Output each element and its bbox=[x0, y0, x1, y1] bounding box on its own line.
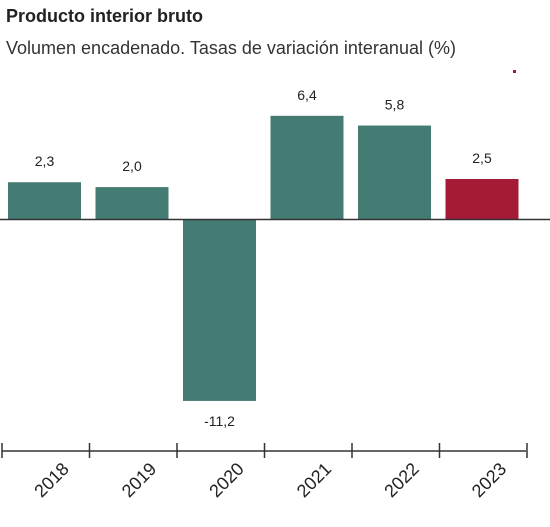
x-tick-label-2020: 2020 bbox=[205, 459, 247, 501]
value-label-2020: -11,2 bbox=[204, 413, 235, 429]
decorative-marker bbox=[513, 70, 516, 73]
x-tick-label-2018: 2018 bbox=[30, 459, 72, 501]
value-label-2022: 5,8 bbox=[385, 97, 405, 113]
chart-subtitle: Volumen encadenado. Tasas de variación i… bbox=[6, 38, 456, 58]
value-label-2019: 2,0 bbox=[122, 158, 142, 174]
x-tick-label-2019: 2019 bbox=[118, 459, 160, 501]
value-label-2023: 2,5 bbox=[472, 150, 492, 166]
value-label-2018: 2,3 bbox=[35, 153, 55, 169]
bar-2022 bbox=[358, 125, 431, 220]
bar-2021 bbox=[270, 115, 344, 220]
bar-2019 bbox=[95, 187, 169, 220]
x-tick-label-2023: 2023 bbox=[468, 459, 510, 501]
bar-2020 bbox=[183, 219, 256, 401]
x-tick-label-2022: 2022 bbox=[380, 459, 422, 501]
value-label-2021: 6,4 bbox=[297, 87, 317, 103]
bar-2018 bbox=[8, 182, 81, 220]
chart-title: Producto interior bruto bbox=[6, 6, 203, 26]
x-tick-label-2021: 2021 bbox=[293, 459, 335, 501]
bar-2023 bbox=[445, 179, 519, 220]
